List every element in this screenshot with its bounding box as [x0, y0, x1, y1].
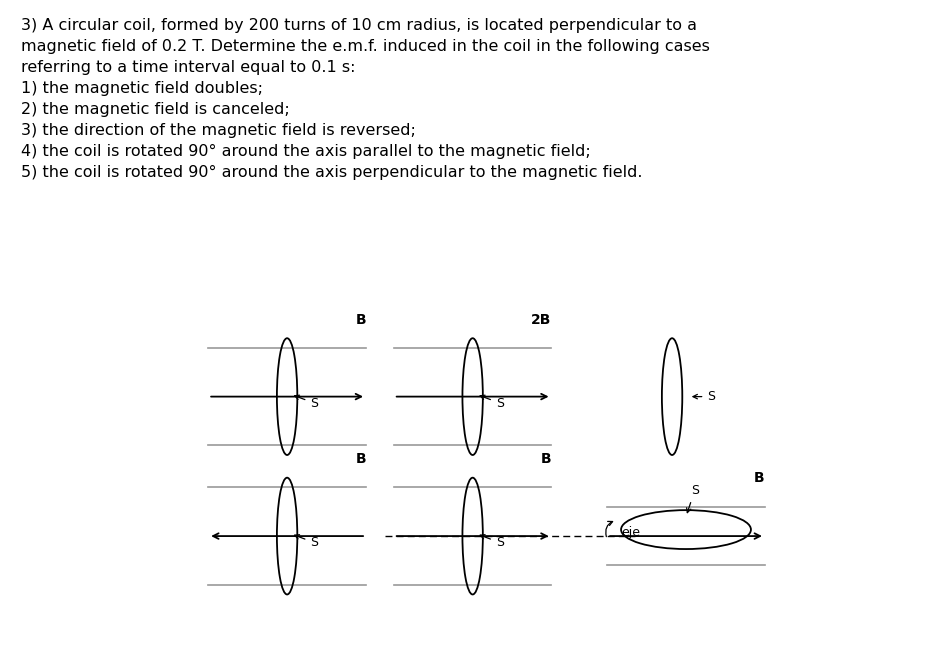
Text: S: S — [693, 390, 715, 403]
Text: B: B — [541, 452, 551, 466]
Text: B: B — [356, 452, 366, 466]
Text: 3) A circular coil, formed by 200 turns of 10 cm radius, is located perpendicula: 3) A circular coil, formed by 200 turns … — [21, 18, 709, 181]
Text: S: S — [295, 535, 318, 549]
Text: S: S — [687, 484, 698, 512]
Text: S: S — [480, 535, 504, 549]
Text: S: S — [480, 396, 504, 409]
Text: B: B — [754, 472, 765, 486]
Text: B: B — [356, 313, 366, 327]
Text: 2B: 2B — [531, 313, 551, 327]
Text: S: S — [295, 396, 318, 409]
Text: eje: eje — [622, 526, 640, 539]
